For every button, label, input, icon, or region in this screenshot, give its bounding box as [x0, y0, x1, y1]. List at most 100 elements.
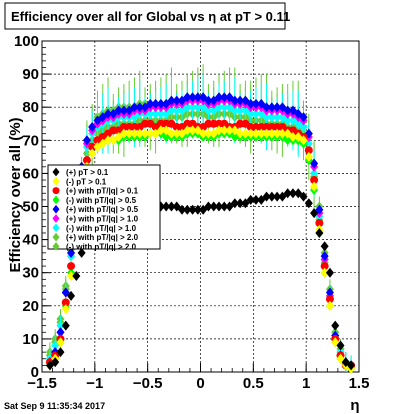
data-point [56, 327, 65, 338]
data-point [204, 105, 213, 116]
x-tick-label: 0 [196, 375, 204, 392]
data-point [236, 128, 245, 139]
data-point [51, 357, 60, 368]
data-point [267, 191, 276, 202]
series-4 [45, 92, 356, 371]
data-point [188, 102, 197, 113]
data-point [246, 194, 255, 205]
data-point [130, 102, 139, 113]
y-tick-label: 90 [22, 66, 39, 83]
data-point [251, 98, 260, 109]
data-point [156, 98, 165, 109]
data-point [151, 108, 160, 119]
data-point [193, 102, 202, 113]
data-point [135, 128, 144, 139]
data-point [114, 105, 123, 116]
data-point [193, 92, 202, 103]
data-point [172, 128, 181, 139]
x-tick-label: −1 [86, 375, 103, 392]
data-point [178, 204, 187, 215]
data-point [167, 95, 176, 106]
data-point [61, 304, 70, 315]
data-point [56, 337, 65, 348]
y-axis-title: Efficiency over all (%) [7, 117, 24, 272]
legend-marker [52, 167, 60, 177]
data-point [325, 267, 334, 278]
data-point [325, 295, 334, 304]
data-point [188, 125, 197, 136]
data-point [220, 201, 229, 212]
data-point [262, 102, 271, 113]
data-point [67, 247, 76, 258]
legend-label: (+) with pT/|q| > 2.0 [66, 233, 139, 242]
data-point [172, 95, 181, 106]
legend-label: (+) with pT/|q| > 1.0 [66, 215, 139, 224]
legend-label: (-) with pT/|q| > 1.0 [66, 224, 137, 233]
data-point [310, 181, 319, 192]
data-point [315, 227, 324, 238]
legend-marker [52, 214, 60, 223]
legend-marker [52, 176, 60, 186]
ticks-layer [41, 40, 360, 373]
y-tick-label: 40 [22, 232, 39, 249]
data-point [183, 204, 192, 215]
chart-title: Efficiency over all for Global vs η at p… [11, 9, 290, 24]
data-point [251, 108, 260, 119]
legend-marker [52, 195, 60, 205]
data-point [220, 125, 229, 136]
data-point [141, 128, 150, 139]
data-point [283, 188, 292, 199]
x-axis-title: η [350, 397, 359, 414]
data-point [347, 360, 356, 371]
data-point [304, 146, 313, 155]
data-point [299, 122, 308, 133]
y-tick-label: 100 [14, 33, 39, 50]
x-tick-label: −0.5 [133, 375, 163, 392]
title-box [4, 2, 286, 30]
data-point [188, 204, 197, 215]
data-point [267, 112, 276, 123]
data-point [88, 142, 97, 151]
data-point [183, 125, 192, 136]
data-point [320, 251, 329, 262]
data-point [246, 108, 255, 119]
data-point [267, 102, 276, 113]
legend-label: (+) with pT/|q| > 0.5 [66, 205, 139, 214]
data-point [241, 128, 250, 139]
data-point [310, 168, 319, 179]
data-point [304, 198, 313, 209]
data-point [183, 92, 192, 103]
data-point [315, 219, 324, 228]
data-point [82, 135, 91, 146]
data-point [310, 176, 319, 185]
data-point [267, 128, 276, 139]
data-point [204, 95, 213, 106]
data-point [262, 112, 271, 123]
legend-label: (+) pT > 0.1 [66, 168, 109, 177]
data-point [220, 92, 229, 103]
data-point [246, 128, 255, 139]
data-point [130, 128, 139, 139]
data-point [88, 122, 97, 133]
data-point [146, 98, 155, 109]
tick-labels: −1.5 −1 −0.5 0 0.5 1 1.5 0 10 20 30 40 50 60 70 80 90 100 [14, 33, 369, 392]
data-point [251, 128, 260, 139]
data-point [209, 201, 218, 212]
legend-marker [52, 187, 60, 195]
x-tick-label: 1.5 [349, 375, 370, 392]
data-point [278, 128, 287, 139]
data-point [236, 198, 245, 209]
y-tick-label: 0 [31, 364, 39, 381]
data-point [82, 156, 91, 165]
data-point [320, 262, 329, 271]
data-point [56, 347, 65, 358]
data-point [236, 95, 245, 106]
data-point [214, 92, 223, 103]
y-tick-label: 10 [22, 331, 39, 348]
data-point [167, 128, 176, 139]
data-point [273, 128, 282, 139]
data-point [283, 115, 292, 126]
data-point [172, 105, 181, 116]
legend-label: (-) with pT/|q| > 2.0 [66, 242, 137, 251]
